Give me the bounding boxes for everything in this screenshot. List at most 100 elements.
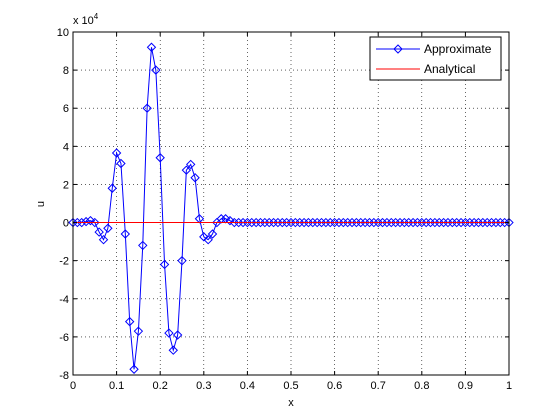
data-point-approximate (321, 217, 331, 228)
data-point-approximate (290, 217, 301, 228)
data-point-approximate (133, 326, 144, 336)
data-point-approximate (395, 217, 405, 228)
data-point-approximate (129, 364, 139, 374)
data-point-approximate (142, 103, 152, 113)
legend-label-analytical: Analytical (424, 62, 475, 76)
y-exponent-label: x 104 (73, 12, 99, 27)
data-point-approximate (425, 217, 436, 228)
x-tick-label: 0.7 (371, 380, 386, 392)
data-point-approximate (268, 217, 279, 228)
data-point-approximate (360, 217, 370, 228)
x-tick-label: 0.1 (109, 380, 124, 392)
data-point-approximate (264, 217, 274, 228)
data-point-approximate (120, 229, 131, 239)
data-point-approximate (242, 217, 253, 228)
data-point-approximate (77, 217, 87, 228)
data-point-approximate (286, 217, 296, 228)
data-point-approximate (434, 217, 444, 228)
data-point-approximate (151, 65, 161, 75)
x-tick-label: 0.9 (458, 380, 473, 392)
legend-marker-approximate (393, 44, 403, 54)
data-point-approximate (98, 234, 109, 245)
x-tick-label: 0.4 (240, 380, 255, 392)
data-point-approximate (308, 217, 318, 228)
legend-box (369, 36, 502, 81)
data-point-approximate (399, 217, 410, 228)
x-tick-label: 0 (70, 380, 76, 392)
data-point-approximate (238, 217, 248, 228)
plot-area (73, 32, 509, 375)
data-point-approximate (186, 159, 196, 170)
tick-labels: 0 0.1 0.2 0.3 0.4 0.5 0.6 0.7 0.8 0.9 1 -8 -6 -4 -2 0 2 4… (57, 27, 512, 392)
data-point-approximate (356, 217, 366, 228)
data-point-approximate (482, 217, 492, 228)
data-point-approximate (460, 217, 471, 228)
y-tick-label: 0 (63, 218, 69, 230)
data-point-approximate (338, 217, 349, 228)
data-point-approximate (382, 217, 392, 228)
data-point-approximate (334, 217, 344, 228)
series-layer (68, 42, 514, 374)
data-point-approximate (447, 217, 458, 228)
ticks (72, 31, 510, 376)
data-point-approximate (251, 217, 261, 228)
data-point-approximate (473, 217, 484, 228)
y-tick-label: 6 (63, 103, 69, 115)
x-tick-label: 0.8 (414, 380, 429, 392)
data-point-approximate (103, 223, 113, 233)
data-point-approximate (203, 234, 213, 245)
y-tick-label: 10 (57, 27, 69, 39)
data-point-approximate (443, 217, 453, 228)
x-tick-label: 1 (506, 380, 512, 392)
y-tick-label: -8 (59, 370, 69, 382)
data-point-approximate (347, 217, 357, 228)
y-tick-label: -2 (59, 256, 69, 268)
data-point-approximate (181, 165, 192, 175)
data-point-approximate (421, 217, 431, 228)
y-tick-label: 8 (63, 65, 69, 77)
data-point-approximate (351, 217, 362, 228)
data-point-approximate (260, 217, 270, 228)
data-point-approximate (386, 217, 396, 228)
legend: Approximate Analytical (369, 36, 502, 81)
data-point-approximate (499, 217, 510, 228)
data-point-approximate (299, 217, 309, 228)
data-point-approximate (451, 217, 462, 228)
y-tick-label: -4 (59, 294, 69, 306)
data-point-approximate (295, 217, 305, 228)
data-point-approximate (273, 217, 283, 228)
data-point-approximate (155, 153, 165, 163)
data-point-approximate (277, 217, 287, 228)
data-point-approximate (430, 217, 440, 228)
y-tick-label: -6 (59, 332, 69, 344)
data-point-approximate (247, 217, 257, 228)
data-point-approximate (90, 217, 100, 228)
data-point-approximate (438, 217, 449, 228)
data-point-approximate (478, 217, 488, 228)
data-point-approximate (412, 217, 423, 228)
data-point-approximate (312, 217, 322, 228)
y-tick-label: 4 (63, 141, 69, 153)
data-point-approximate (225, 215, 235, 226)
data-point-approximate (495, 217, 505, 228)
data-point-approximate (465, 217, 475, 228)
legend-label-approximate: Approximate (424, 42, 492, 56)
data-point-approximate (303, 217, 314, 228)
data-point-approximate (325, 217, 335, 228)
data-point-approximate (172, 330, 183, 340)
data-point-approximate (85, 215, 96, 226)
data-point-approximate (390, 217, 401, 228)
data-point-approximate (255, 217, 266, 228)
data-point-approximate (316, 217, 327, 228)
data-point-approximate (229, 217, 240, 228)
data-point-approximate (199, 232, 209, 242)
data-point-approximate (364, 217, 375, 228)
data-point-approximate (342, 217, 353, 228)
data-point-approximate (72, 217, 83, 228)
data-point-approximate (177, 255, 187, 266)
data-point-approximate (168, 345, 178, 355)
data-point-approximate (107, 183, 117, 193)
x-axis-label: x (288, 397, 294, 409)
data-point-approximate (116, 158, 126, 169)
